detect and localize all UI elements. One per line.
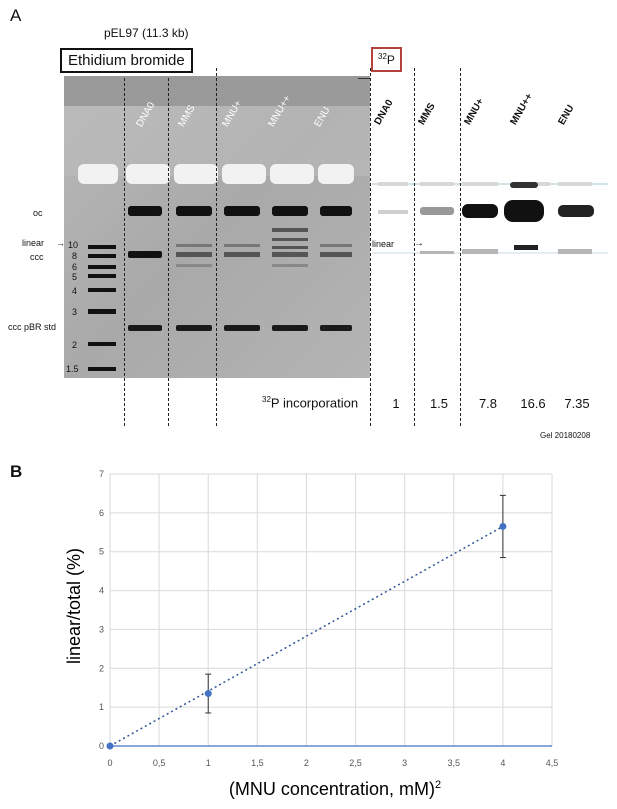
y-tick-label: 5 bbox=[99, 547, 104, 557]
ethidium-gel-image bbox=[64, 76, 370, 378]
data-point bbox=[106, 742, 114, 750]
x-tick-label: 4,5 bbox=[546, 758, 559, 768]
ladder-label-4: 4 bbox=[72, 286, 78, 296]
ccc-label: ccc bbox=[30, 252, 44, 262]
lane-divider bbox=[460, 68, 461, 426]
ladder-label-10: 10 bbox=[68, 240, 79, 250]
panel-b-label: B bbox=[10, 462, 23, 481]
lane-divider bbox=[124, 78, 125, 426]
y-axis-title: linear/total (%) bbox=[64, 548, 84, 664]
y-tick-label: 4 bbox=[99, 586, 104, 596]
incorporation-value-mnu-plus: 7.8 bbox=[478, 396, 498, 411]
ladder-label-1-5: 1.5 bbox=[66, 364, 79, 374]
data-point bbox=[499, 522, 507, 530]
linear-total-chart: 0 0,5 1 1,5 2 2,5 3 3,5 4 4,5 0 1 2 3 4 5 6 7 linear/tota… bbox=[64, 469, 559, 799]
y-tick-label: 0 bbox=[99, 741, 104, 751]
incorporation-value-dna0: 1 bbox=[392, 396, 400, 411]
ladder-label-5: 5 bbox=[72, 272, 78, 282]
x-tick-label: 0,5 bbox=[153, 758, 166, 768]
incorporation-value-mms: 1.5 bbox=[429, 396, 449, 411]
ladder-label-8: 8 bbox=[72, 251, 78, 261]
ar-linear-label: linear bbox=[372, 239, 395, 249]
lane-divider bbox=[370, 68, 371, 426]
data-point bbox=[204, 690, 212, 698]
linear-arrow-icon: → bbox=[56, 238, 65, 248]
x-tick-label: 1,5 bbox=[251, 758, 264, 768]
y-tick-label: 6 bbox=[99, 508, 104, 518]
incorporation-value-mnu-plusplus: 16.6 bbox=[520, 396, 546, 411]
lane-divider bbox=[414, 68, 415, 426]
linear-label: linear bbox=[22, 238, 45, 248]
x-tick-label: 3 bbox=[402, 758, 407, 768]
ar-linear-arrow-icon: → bbox=[414, 238, 424, 249]
x-tick-label: 2,5 bbox=[349, 758, 362, 768]
x-tick-label: 4 bbox=[500, 758, 505, 768]
gel-id-label: Gel 20180208 bbox=[540, 431, 591, 440]
plasmid-label: pEL97 (11.3 kb) bbox=[104, 26, 189, 40]
lane-divider bbox=[216, 68, 217, 426]
ccc-pbr-std-label: ccc pBR std bbox=[8, 322, 57, 332]
y-tick-label: 2 bbox=[99, 663, 104, 673]
lane-divider bbox=[168, 78, 169, 426]
x-axis-title: (MNU concentration, mM)2 bbox=[229, 779, 441, 799]
y-tick-label: 1 bbox=[99, 702, 104, 712]
x-tick-label: 2 bbox=[304, 758, 309, 768]
incorporation-value-enu: 7.35 bbox=[564, 396, 590, 411]
ethidium-bromide-label: Ethidium bromide bbox=[60, 48, 193, 73]
panel-a-label: A bbox=[10, 6, 22, 25]
oc-label: oc bbox=[33, 208, 43, 218]
p32-leader-line bbox=[358, 78, 370, 79]
x-tick-label: 3,5 bbox=[448, 758, 461, 768]
x-tick-label: 0 bbox=[107, 758, 112, 768]
incorporation-label: 32P incorporation bbox=[262, 395, 359, 411]
ladder-label-3: 3 bbox=[72, 307, 78, 317]
p32-label: 32P bbox=[371, 47, 402, 72]
trendline bbox=[109, 525, 504, 747]
y-tick-label: 3 bbox=[99, 624, 104, 634]
ladder-label-6: 6 bbox=[72, 262, 78, 272]
ladder-label-2: 2 bbox=[72, 340, 78, 350]
y-tick-label: 7 bbox=[99, 469, 104, 479]
autoradiograph-image bbox=[372, 78, 608, 378]
x-tick-label: 1 bbox=[206, 758, 211, 768]
